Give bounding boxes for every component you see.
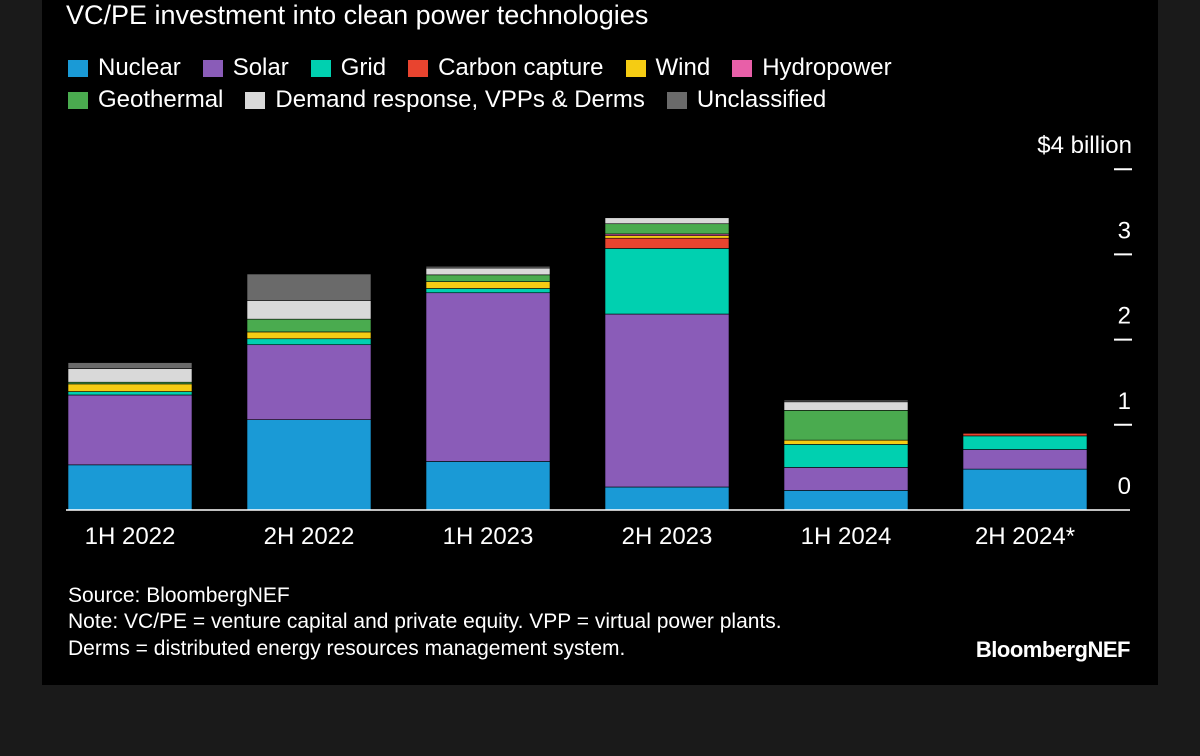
legend-label: Demand response, VPPs & Derms <box>275 86 645 113</box>
legend-item-grid: Grid <box>310 54 387 82</box>
bar-segment-unclassified-1 <box>246 273 372 301</box>
bar-segment-geothermal-1 <box>246 318 372 333</box>
legend-label: Carbon capture <box>438 54 604 81</box>
bar-segment-solar-3 <box>604 313 730 488</box>
legend-label: Grid <box>340 54 387 81</box>
legend-swatch <box>408 59 429 77</box>
bar-segment-solar-5 <box>962 449 1088 470</box>
bar-segment-grid-3 <box>604 248 730 315</box>
legend-item-solar: Solar <box>202 54 289 82</box>
bar-segment-demand-response-vpps-derms-4 <box>783 401 909 411</box>
legend-item-demand-response: Demand response, VPPs & Derms <box>245 86 645 114</box>
bar-segment-wind-1 <box>246 331 372 340</box>
legend-label: Solar <box>232 54 289 81</box>
y-tick-label: 0 <box>1118 473 1131 500</box>
bar-segment-carbon-capture-3 <box>604 237 730 249</box>
x-tick-label: 1H 2022 <box>85 523 176 550</box>
bar-segment-carbon-capture-5 <box>962 433 1088 437</box>
legend-label: Wind <box>655 54 711 81</box>
legend-item-carbon-capture: Carbon capture <box>408 54 604 82</box>
legend-item-hydropower: Hydropower <box>732 54 892 82</box>
bar-segment-wind-3 <box>604 235 730 239</box>
legend-swatch <box>68 59 88 77</box>
legend-item-nuclear: Nuclear <box>68 54 181 82</box>
stacked-bar-chart: 1H 2022 2H 2022 1H 2023 2H 2023 1H 2024 2H 20… <box>66 132 1132 550</box>
bar-segment-nuclear-0 <box>67 464 193 511</box>
bar-segment-geothermal-4 <box>783 410 909 441</box>
bar-segment-nuclear-4 <box>783 490 909 511</box>
x-tick-label: 2H 2024* <box>975 523 1075 550</box>
y-tick-label: 1 <box>1118 388 1131 415</box>
bar-segment-nuclear-1 <box>246 419 372 511</box>
bar-segment-demand-response-vpps-derms-0 <box>67 368 193 383</box>
legend-row-1: Nuclear Solar Grid Carbon capture Wind H… <box>68 54 914 82</box>
bar-segment-grid-5 <box>962 435 1088 450</box>
bar-segment-geothermal-2 <box>425 274 551 282</box>
bar-segment-grid-4 <box>783 444 909 468</box>
abbreviation-note: Note: VC/PE = venture capital and privat… <box>68 610 782 633</box>
bar-segment-solar-4 <box>783 467 909 491</box>
bar-segment-unclassified-0 <box>67 362 193 369</box>
legend-item-unclassified: Unclassified <box>666 86 827 114</box>
bar-segment-nuclear-5 <box>962 468 1088 511</box>
bar-segment-geothermal-3 <box>604 223 730 235</box>
bar-segment-nuclear-2 <box>425 461 551 511</box>
chart-panel: VC/PE investment into clean power techno… <box>42 0 1158 685</box>
legend-label: Nuclear <box>98 54 181 81</box>
legend-item-wind: Wind <box>625 54 711 82</box>
bar-segment-nuclear-3 <box>604 486 730 511</box>
bar-segment-demand-response-vpps-derms-3 <box>604 217 730 225</box>
legend-row-2: Geothermal Demand response, VPPs & Derms… <box>68 86 848 114</box>
brand-logo: BloombergNEF <box>975 637 1131 662</box>
bar-segment-grid-0 <box>67 391 193 396</box>
bar-segment-solar-1 <box>246 344 372 420</box>
bar-segment-unclassified-2 <box>425 266 551 269</box>
legend-swatch <box>732 59 753 77</box>
legend-swatch <box>202 59 223 77</box>
bar-segment-wind-4 <box>783 439 909 445</box>
x-tick-label: 2H 2022 <box>264 523 355 550</box>
y-tick-label: 2 <box>1118 303 1131 330</box>
bar-segment-solar-0 <box>67 394 193 466</box>
legend-item-geothermal: Geothermal <box>68 86 223 114</box>
legend-swatch <box>245 91 266 109</box>
legend-label: Geothermal <box>98 86 224 113</box>
y-tick-label: $4 billion <box>1037 132 1132 159</box>
bar-segment-grid-1 <box>246 338 372 346</box>
bar-segment-demand-response-vpps-derms-1 <box>246 300 372 320</box>
x-tick-label: 2H 2023 <box>622 523 713 550</box>
bar-segment-unclassified-4 <box>783 399 909 403</box>
bar-segment-grid-2 <box>425 288 551 294</box>
legend-swatch <box>68 91 88 109</box>
legend-swatch <box>310 59 331 77</box>
x-tick-label: 1H 2024 <box>801 523 892 550</box>
bar-segment-wind-2 <box>425 281 551 289</box>
chart-title: VC/PE investment into clean power techno… <box>66 0 649 30</box>
abbreviation-note-2: Derms = distributed energy resources man… <box>68 637 626 660</box>
y-tick-label: 3 <box>1118 217 1131 244</box>
legend-label: Hydropower <box>762 54 892 81</box>
legend-label: Unclassified <box>696 86 827 113</box>
bar-segment-demand-response-vpps-derms-2 <box>425 267 551 276</box>
bar-segment-wind-0 <box>67 383 193 392</box>
bar-segment-solar-2 <box>425 292 551 462</box>
x-tick-label: 1H 2023 <box>443 523 534 550</box>
legend-swatch <box>625 59 646 77</box>
legend-swatch <box>666 91 687 109</box>
source-note: Source: BloombergNEF <box>68 584 290 607</box>
